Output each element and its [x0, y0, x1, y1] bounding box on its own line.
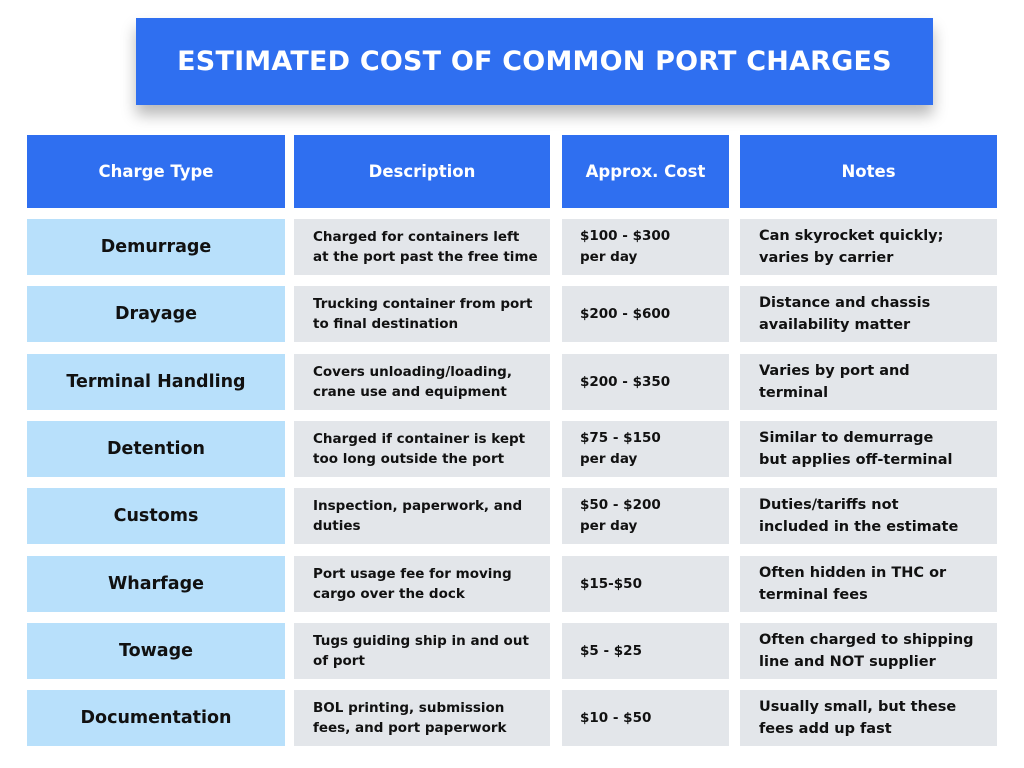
charge-type-cell-text: Customs	[114, 506, 199, 526]
description-cell: Inspection, paperwork, and duties	[294, 488, 550, 544]
charge-type-cell-text: Towage	[119, 641, 193, 661]
header-label: Notes	[841, 162, 895, 181]
page-title: ESTIMATED COST OF COMMON PORT CHARGES	[177, 46, 892, 77]
cost-cell: $100 - $300 per day	[562, 219, 729, 275]
description-cell-text: Covers unloading/loading, crane use and …	[313, 362, 512, 402]
description-cell: Tugs guiding ship in and out of port	[294, 623, 550, 679]
description-cell: Covers unloading/loading, crane use and …	[294, 354, 550, 410]
notes-cell: Usually small, but these fees add up fas…	[740, 690, 997, 746]
cost-cell: $15-$50	[562, 556, 729, 612]
notes-cell: Similar to demurrage but applies off-ter…	[740, 421, 997, 477]
notes-cell-text: Often hidden in THC or terminal fees	[759, 562, 946, 606]
notes-cell: Often charged to shipping line and NOT s…	[740, 623, 997, 679]
notes-cell: Distance and chassis availability matter	[740, 286, 997, 342]
description-cell: Charged for containers left at the port …	[294, 219, 550, 275]
description-cell-text: BOL printing, submission fees, and port …	[313, 698, 507, 738]
description-cell: BOL printing, submission fees, and port …	[294, 690, 550, 746]
header-description: Description	[294, 135, 550, 208]
cost-cell-text: $50 - $200 per day	[580, 495, 661, 537]
cost-cell: $75 - $150 per day	[562, 421, 729, 477]
charge-type-cell: Detention	[27, 421, 285, 477]
notes-cell-text: Often charged to shipping line and NOT s…	[759, 629, 974, 673]
charge-type-cell-text: Demurrage	[101, 237, 212, 257]
charge-type-cell: Customs	[27, 488, 285, 544]
notes-cell: Often hidden in THC or terminal fees	[740, 556, 997, 612]
charge-type-cell: Wharfage	[27, 556, 285, 612]
header-label: Charge Type	[99, 162, 214, 181]
charge-type-cell-text: Wharfage	[108, 574, 204, 594]
notes-cell-text: Similar to demurrage but applies off-ter…	[759, 427, 952, 471]
charge-type-cell-text: Terminal Handling	[66, 372, 245, 392]
description-cell: Trucking container from port to final de…	[294, 286, 550, 342]
header-notes: Notes	[740, 135, 997, 208]
description-cell: Charged if container is kept too long ou…	[294, 421, 550, 477]
charge-type-cell-text: Drayage	[115, 304, 197, 324]
notes-cell: Varies by port and terminal	[740, 354, 997, 410]
cost-cell-text: $100 - $300 per day	[580, 226, 670, 268]
cost-cell: $10 - $50	[562, 690, 729, 746]
cost-cell-text: $10 - $50	[580, 708, 651, 729]
description-cell: Port usage fee for moving cargo over the…	[294, 556, 550, 612]
notes-cell-text: Duties/tariffs not included in the estim…	[759, 494, 958, 538]
description-cell-text: Trucking container from port to final de…	[313, 294, 532, 334]
cost-cell: $50 - $200 per day	[562, 488, 729, 544]
title-banner: ESTIMATED COST OF COMMON PORT CHARGES	[136, 18, 933, 105]
notes-cell-text: Distance and chassis availability matter	[759, 292, 930, 336]
description-cell-text: Charged for containers left at the port …	[313, 227, 538, 267]
notes-cell-text: Can skyrocket quickly; varies by carrier	[759, 225, 943, 269]
header-approx-cost: Approx. Cost	[562, 135, 729, 208]
cost-cell-text: $200 - $350	[580, 372, 670, 393]
header-label: Description	[369, 162, 476, 181]
cost-cell: $200 - $350	[562, 354, 729, 410]
charge-type-cell: Documentation	[27, 690, 285, 746]
description-cell-text: Inspection, paperwork, and duties	[313, 496, 522, 536]
notes-cell: Can skyrocket quickly; varies by carrier	[740, 219, 997, 275]
charge-type-cell: Demurrage	[27, 219, 285, 275]
header-charge-type: Charge Type	[27, 135, 285, 208]
notes-cell-text: Usually small, but these fees add up fas…	[759, 696, 956, 740]
charge-type-cell-text: Detention	[107, 439, 205, 459]
cost-cell-text: $5 - $25	[580, 641, 642, 662]
charge-type-cell: Drayage	[27, 286, 285, 342]
charge-type-cell-text: Documentation	[81, 708, 232, 728]
description-cell-text: Port usage fee for moving cargo over the…	[313, 564, 512, 604]
charge-type-cell: Towage	[27, 623, 285, 679]
cost-cell-text: $15-$50	[580, 574, 642, 595]
notes-cell-text: Varies by port and terminal	[759, 360, 910, 404]
notes-cell: Duties/tariffs not included in the estim…	[740, 488, 997, 544]
cost-cell-text: $75 - $150 per day	[580, 428, 661, 470]
cost-cell: $5 - $25	[562, 623, 729, 679]
description-cell-text: Charged if container is kept too long ou…	[313, 429, 525, 469]
description-cell-text: Tugs guiding ship in and out of port	[313, 631, 529, 671]
cost-cell: $200 - $600	[562, 286, 729, 342]
cost-cell-text: $200 - $600	[580, 304, 670, 325]
header-label: Approx. Cost	[586, 162, 706, 181]
charge-type-cell: Terminal Handling	[27, 354, 285, 410]
